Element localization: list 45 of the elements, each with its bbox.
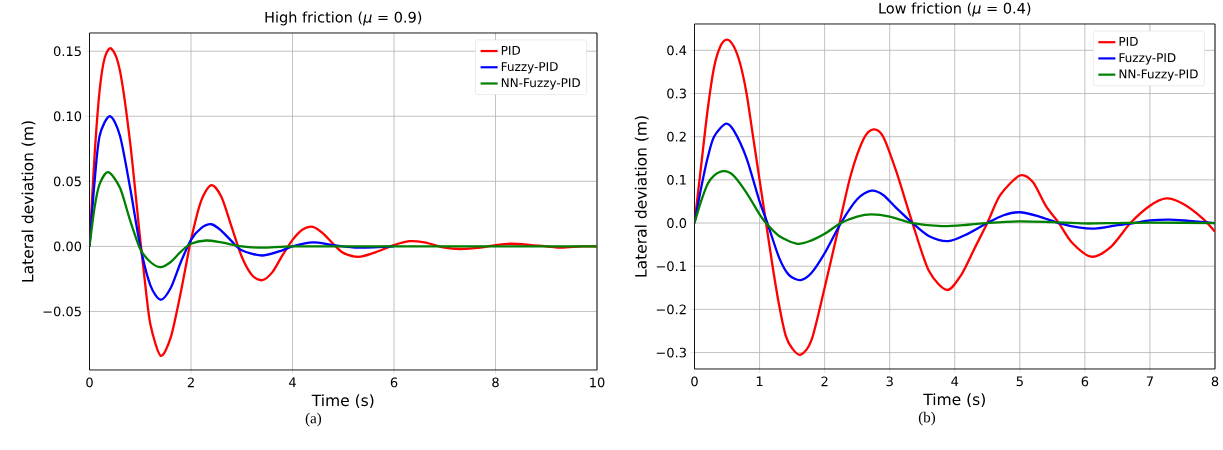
x-tick-label: 5 <box>1016 376 1023 387</box>
chart-title: Low friction (μ = 0.4) <box>879 2 1031 17</box>
x-tick-label: 0 <box>691 376 698 387</box>
y-tick-label: −0.3 <box>656 347 686 358</box>
x-tick-label: 7 <box>1146 376 1153 386</box>
y-tick-label: 0.0 <box>667 218 687 228</box>
y-tick-label: 0.00 <box>53 241 82 252</box>
x-tick-label: 10 <box>590 377 605 388</box>
x-tick-label: 2 <box>821 376 828 387</box>
x-tick-label: 4 <box>289 377 296 387</box>
y-tick-label: −0.2 <box>656 304 686 315</box>
y-axis-title: Lateral deviation (m) <box>634 116 649 277</box>
x-tick-label: 0 <box>86 377 93 388</box>
legend-label: Fuzzy-PID <box>501 62 558 74</box>
legend-label: NN-Fuzzy-PID <box>501 78 580 90</box>
y-tick-label: 0.3 <box>667 88 686 99</box>
legend-label: NN-Fuzzy-PID <box>1119 69 1198 81</box>
y-tick-label: 0.05 <box>53 176 81 187</box>
y-tick-label: 0.15 <box>53 46 81 57</box>
x-tick-label: 8 <box>492 377 499 388</box>
y-tick-label: 0.10 <box>53 111 82 122</box>
x-tick-label: 8 <box>1211 376 1219 387</box>
x-tick-label: 2 <box>187 377 194 388</box>
x-tick-label: 3 <box>886 376 893 387</box>
x-tick-label: 4 <box>951 376 959 386</box>
line-series <box>694 38 1216 356</box>
text: (b) <box>918 411 936 426</box>
legend-label: PID <box>1119 37 1138 46</box>
y-tick-label: 0.1 <box>667 174 686 185</box>
y-axis-title: Lateral deviation (m) <box>21 121 36 282</box>
legend-label: PID <box>501 45 521 55</box>
line-series <box>89 171 598 269</box>
x-axis-title: Time (s) <box>311 394 374 408</box>
legend-label: Fuzzy-PID <box>1119 53 1176 65</box>
y-tick-label: 0.2 <box>667 131 686 142</box>
x-tick-label: 6 <box>1081 376 1089 387</box>
y-tick-label: 0.4 <box>667 45 687 56</box>
x-tick-label: 1 <box>756 376 763 386</box>
chart-title: High friction (μ = 0.9) <box>265 11 422 26</box>
line-series <box>694 170 1216 245</box>
x-axis-title: Time (s) <box>923 393 985 407</box>
y-tick-label: −0.1 <box>656 261 686 272</box>
x-tick-label: 6 <box>390 377 398 388</box>
y-tick-label: −0.05 <box>43 306 81 317</box>
text: (a) <box>305 412 322 427</box>
